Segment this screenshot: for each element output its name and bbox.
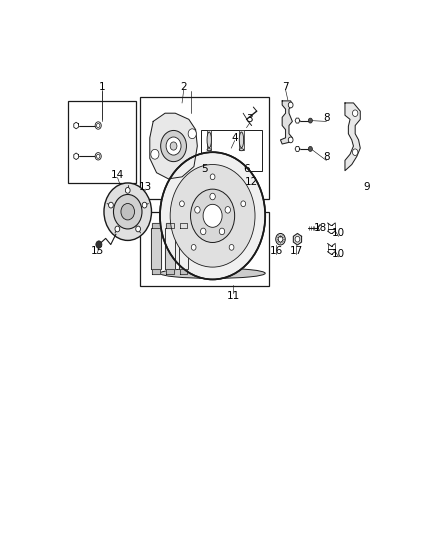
Bar xyxy=(207,130,212,150)
Circle shape xyxy=(353,110,358,117)
Bar xyxy=(239,130,244,150)
Circle shape xyxy=(188,129,196,139)
Polygon shape xyxy=(74,122,78,129)
Text: 16: 16 xyxy=(269,246,283,256)
Circle shape xyxy=(308,118,312,123)
Text: 5: 5 xyxy=(201,164,208,174)
Circle shape xyxy=(191,189,235,243)
Text: 15: 15 xyxy=(91,246,104,256)
Circle shape xyxy=(191,245,196,250)
Polygon shape xyxy=(179,228,188,269)
Polygon shape xyxy=(165,228,175,269)
Polygon shape xyxy=(180,223,187,228)
Circle shape xyxy=(295,236,300,242)
Text: 9: 9 xyxy=(364,182,371,192)
Circle shape xyxy=(161,131,187,161)
Text: 4: 4 xyxy=(231,133,238,143)
Circle shape xyxy=(170,165,255,267)
Text: 11: 11 xyxy=(226,291,240,301)
Circle shape xyxy=(288,137,293,143)
Text: 8: 8 xyxy=(323,152,330,162)
Polygon shape xyxy=(166,269,173,274)
Ellipse shape xyxy=(239,149,244,151)
Polygon shape xyxy=(345,103,360,171)
Circle shape xyxy=(170,142,177,150)
Ellipse shape xyxy=(207,132,212,148)
Bar xyxy=(201,130,262,171)
Circle shape xyxy=(151,149,159,159)
Circle shape xyxy=(219,228,225,235)
Bar xyxy=(140,97,268,199)
Circle shape xyxy=(96,154,100,158)
Text: 6: 6 xyxy=(243,164,250,174)
Circle shape xyxy=(203,204,222,227)
Circle shape xyxy=(241,201,246,207)
Text: 12: 12 xyxy=(244,177,258,187)
Circle shape xyxy=(136,226,141,232)
Text: 8: 8 xyxy=(323,113,330,123)
Circle shape xyxy=(96,124,100,127)
Polygon shape xyxy=(295,118,300,123)
Circle shape xyxy=(210,174,215,180)
Circle shape xyxy=(210,193,215,200)
Ellipse shape xyxy=(207,149,212,151)
Circle shape xyxy=(160,152,265,279)
Text: 1: 1 xyxy=(99,82,106,92)
Text: 18: 18 xyxy=(314,223,327,233)
Circle shape xyxy=(115,226,120,232)
Polygon shape xyxy=(293,233,302,245)
Circle shape xyxy=(225,207,230,213)
Circle shape xyxy=(113,195,142,229)
Text: 17: 17 xyxy=(290,246,303,256)
Circle shape xyxy=(288,102,293,108)
Text: 13: 13 xyxy=(139,182,152,192)
Ellipse shape xyxy=(239,132,244,148)
Ellipse shape xyxy=(160,268,265,278)
Polygon shape xyxy=(152,228,161,269)
Circle shape xyxy=(121,204,134,220)
Circle shape xyxy=(95,122,101,129)
Circle shape xyxy=(96,241,102,248)
Text: 10: 10 xyxy=(332,228,345,238)
Circle shape xyxy=(308,147,312,151)
Text: 7: 7 xyxy=(282,82,289,92)
Polygon shape xyxy=(150,113,197,179)
Circle shape xyxy=(142,202,147,208)
Circle shape xyxy=(229,245,234,250)
Text: 10: 10 xyxy=(332,248,345,259)
Polygon shape xyxy=(152,269,160,274)
Polygon shape xyxy=(166,223,173,228)
Polygon shape xyxy=(74,153,78,159)
Circle shape xyxy=(278,236,283,242)
Circle shape xyxy=(201,228,206,235)
Circle shape xyxy=(109,202,113,208)
Circle shape xyxy=(353,149,358,156)
Text: 2: 2 xyxy=(180,82,187,92)
Circle shape xyxy=(195,207,200,213)
Circle shape xyxy=(125,188,130,193)
Polygon shape xyxy=(295,147,300,151)
Polygon shape xyxy=(180,269,187,274)
Circle shape xyxy=(104,183,152,240)
Polygon shape xyxy=(280,101,293,144)
Circle shape xyxy=(95,152,101,160)
Circle shape xyxy=(276,233,285,245)
Circle shape xyxy=(166,137,181,155)
Bar xyxy=(140,212,268,286)
Bar xyxy=(68,101,136,183)
Text: 3: 3 xyxy=(247,115,253,124)
Polygon shape xyxy=(152,223,160,228)
Text: 14: 14 xyxy=(111,170,124,180)
Circle shape xyxy=(180,201,184,207)
